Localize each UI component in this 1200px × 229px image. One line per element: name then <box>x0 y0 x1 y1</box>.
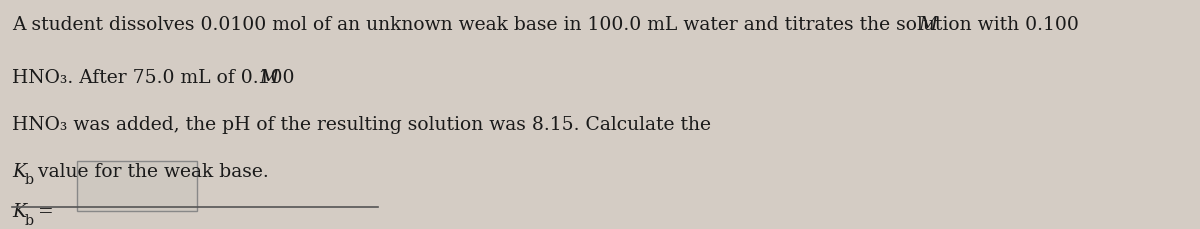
Text: HNO₃ was added, the pH of the resulting solution was 8.15. Calculate the: HNO₃ was added, the pH of the resulting … <box>12 116 710 134</box>
Text: K: K <box>12 203 26 221</box>
Text: HNO₃. After 75.0 mL of 0.100: HNO₃. After 75.0 mL of 0.100 <box>12 69 300 87</box>
Text: value for the weak base.: value for the weak base. <box>31 163 269 181</box>
Text: M: M <box>259 69 278 87</box>
FancyBboxPatch shape <box>77 161 197 212</box>
Text: A student dissolves 0.0100 mol of an unknown weak base in 100.0 mL water and tit: A student dissolves 0.0100 mol of an unk… <box>12 16 1085 34</box>
Text: =: = <box>31 203 54 221</box>
Text: b: b <box>24 173 34 187</box>
Text: M: M <box>918 16 937 34</box>
Text: K: K <box>12 163 26 181</box>
Text: b: b <box>24 214 34 228</box>
